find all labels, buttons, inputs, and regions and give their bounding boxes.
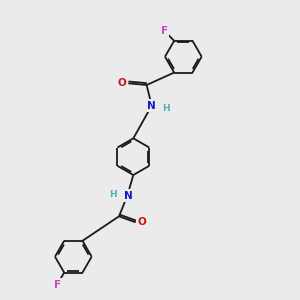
Text: F: F xyxy=(161,26,168,36)
Text: F: F xyxy=(54,280,61,290)
Text: H: H xyxy=(110,190,117,199)
Text: N: N xyxy=(147,101,156,111)
Text: O: O xyxy=(118,78,127,88)
Text: O: O xyxy=(138,217,147,227)
Text: H: H xyxy=(162,104,169,113)
Text: N: N xyxy=(124,191,132,201)
